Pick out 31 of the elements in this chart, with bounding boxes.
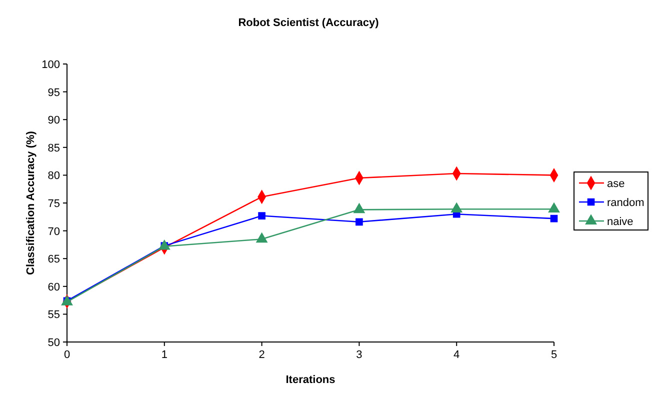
legend-label: naive <box>607 216 634 228</box>
point <box>548 202 560 213</box>
point <box>356 218 363 226</box>
y-axis-title: Classification Accuracy (%) <box>25 130 37 275</box>
y-tick-label: 50 <box>48 337 60 349</box>
y-tick-label: 65 <box>48 254 60 266</box>
y-tick-label: 60 <box>48 281 60 294</box>
point <box>550 214 558 222</box>
x-tick-label: 1 <box>161 349 168 361</box>
y-tick-label: 85 <box>48 142 60 154</box>
legend-label: random <box>607 197 644 209</box>
x-axis-title: Iterations <box>286 374 336 386</box>
y-tick-label: 80 <box>48 170 60 182</box>
x-tick-label: 0 <box>64 349 70 361</box>
x-tick-label: 5 <box>550 349 558 361</box>
y-tick-label: 100 <box>42 59 60 71</box>
x-tick-label: 2 <box>258 349 265 361</box>
point <box>158 240 170 250</box>
chart-title: Robot Scientist (Accuracy) <box>238 17 380 29</box>
y-tick-label: 90 <box>48 114 60 127</box>
point <box>451 202 462 213</box>
x-tick-label: 3 <box>356 349 362 361</box>
legend-label: ase <box>607 178 625 190</box>
y-tick-label: 55 <box>48 309 60 322</box>
y-tick-label: 95 <box>48 86 60 99</box>
point <box>256 232 268 243</box>
point <box>258 212 266 220</box>
point <box>354 203 365 214</box>
y-tick-label: 70 <box>48 226 60 238</box>
y-tick-label: 75 <box>48 198 60 210</box>
x-tick-label: 4 <box>454 349 460 361</box>
